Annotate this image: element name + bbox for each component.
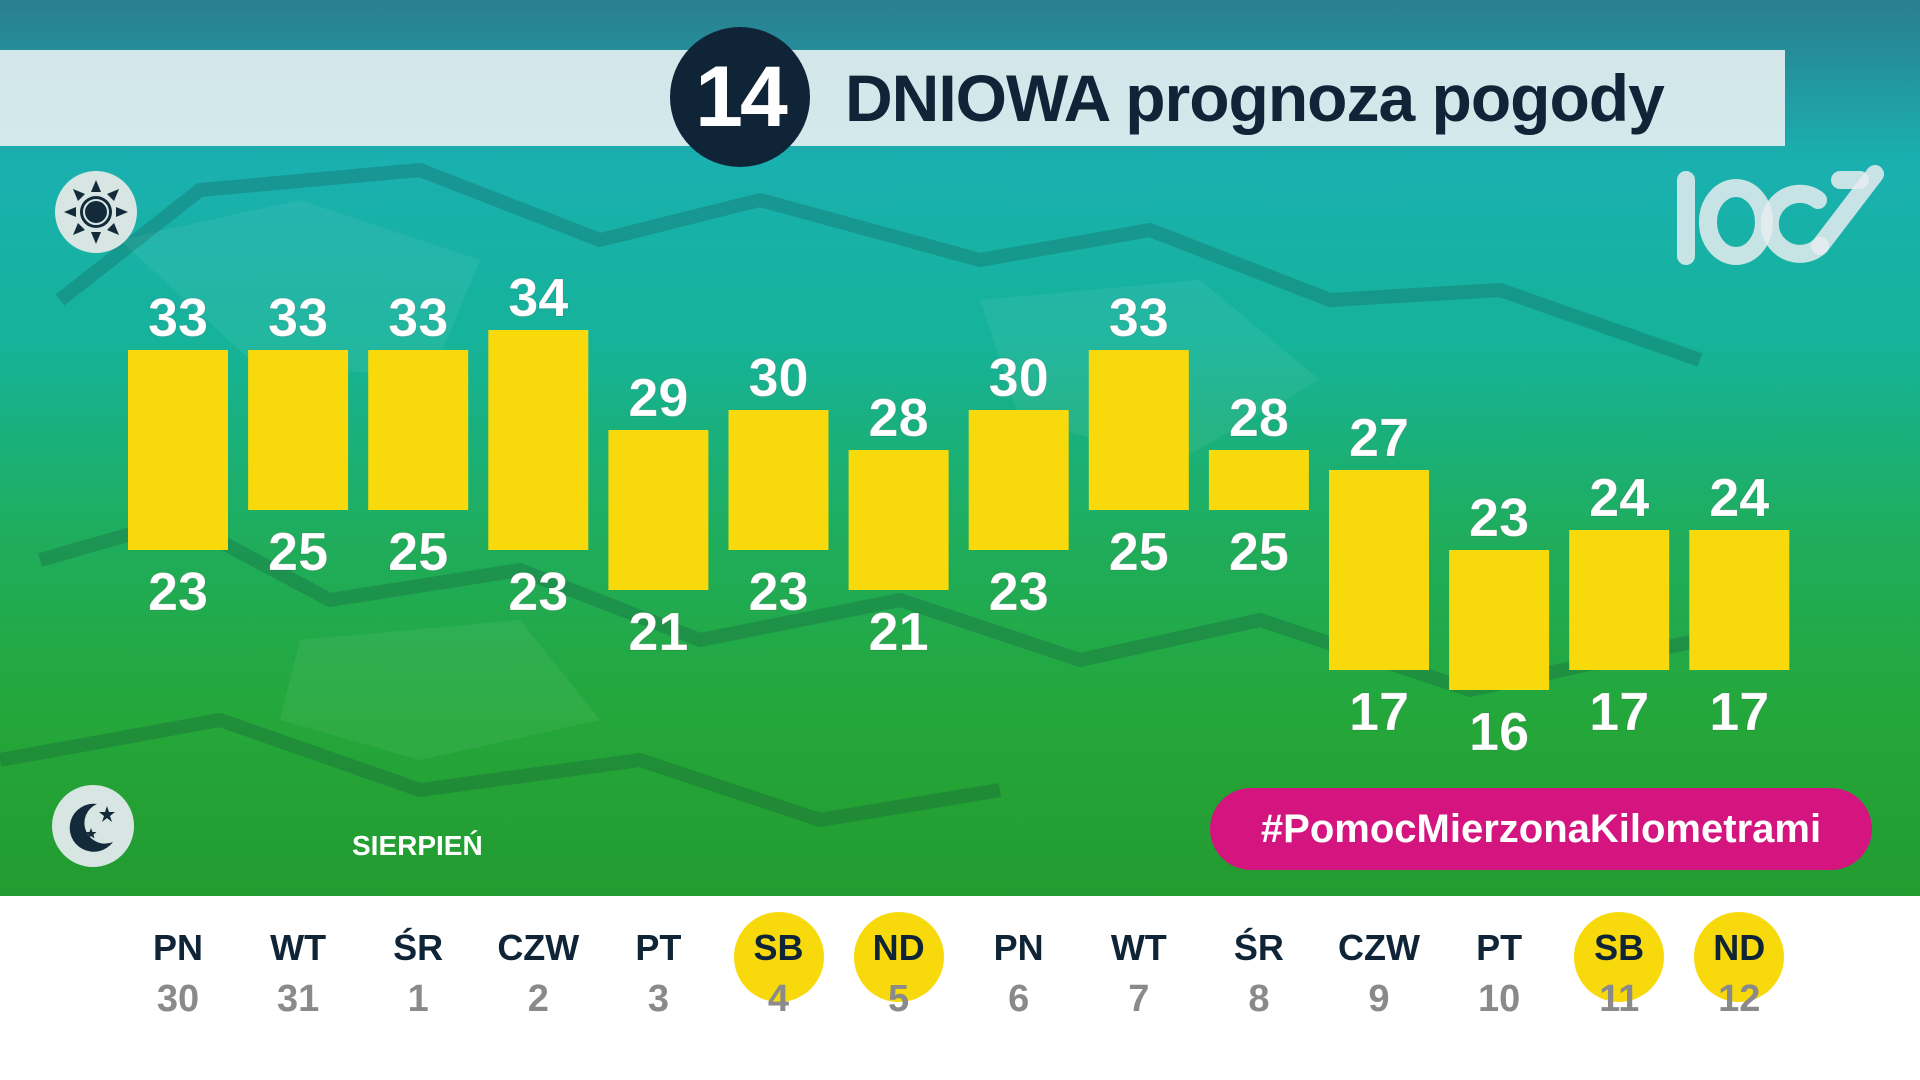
temp-range-bar <box>1569 530 1670 670</box>
day-of-week-label: PT <box>1476 927 1523 968</box>
min-temp-label: 25 <box>1229 522 1289 582</box>
min-temp-label: 25 <box>1109 522 1169 582</box>
weekend-highlight-circle <box>853 912 944 1002</box>
temp-range-bar <box>128 350 228 550</box>
day-of-week-label: ND <box>1713 927 1766 968</box>
weekend-highlight-circle <box>733 912 824 1002</box>
temp-range-bar <box>1689 530 1790 670</box>
day-of-month-label: 11 <box>1599 978 1640 1020</box>
min-temp-label: 17 <box>1709 682 1769 742</box>
day-of-month-label: 10 <box>1477 978 1521 1020</box>
max-temp-label: 28 <box>1229 388 1289 448</box>
day-column: WT 7 <box>1089 910 1189 1050</box>
date-strip: PN 30 WT 31 ŚR 1 CZW 2 PT 3 SB 4 ND 5 PN 6 WT 7 ŚR 8 CZW 9 PT 1… <box>0 896 1920 1080</box>
day-column: WT 31 <box>248 910 348 1050</box>
max-temp-label: 34 <box>508 268 568 328</box>
min-temp-label: 21 <box>869 602 929 662</box>
min-temp-label: 23 <box>748 562 808 622</box>
max-temp-label: 28 <box>869 388 929 448</box>
days-count-badge: 14 <box>670 27 810 167</box>
day-column: CZW 2 <box>488 910 588 1050</box>
day-of-month-label: 12 <box>1718 978 1761 1020</box>
100-logo <box>1677 165 1884 265</box>
min-temp-label: 25 <box>388 522 448 582</box>
day-column: CZW 9 <box>1329 910 1429 1050</box>
day-of-week-label: CZW <box>497 927 580 968</box>
day-of-month-label: 3 <box>647 978 669 1020</box>
max-temp-label: 24 <box>1589 468 1649 528</box>
day-of-week-label: ŚR <box>393 927 444 968</box>
day-column: ND 12 <box>1689 910 1789 1050</box>
day-of-month-label: 5 <box>888 978 910 1020</box>
weekend-highlight-circle <box>1694 912 1785 1002</box>
max-temp-label: 23 <box>1469 488 1529 548</box>
day-of-month-label: 1 <box>407 978 429 1020</box>
day-column: PT 10 <box>1449 910 1549 1050</box>
temp-range-bar <box>1449 550 1550 690</box>
weekend-highlight-circle <box>1574 912 1665 1002</box>
min-temp-label: 17 <box>1589 682 1649 742</box>
day-of-week-label: WT <box>1110 927 1167 968</box>
day-column: ND 5 <box>849 910 949 1050</box>
min-temp-label: 16 <box>1469 702 1529 762</box>
day-of-month-label: 9 <box>1368 978 1390 1020</box>
temp-range-bar <box>248 350 349 510</box>
day-of-week-label: ŚR <box>1233 927 1284 968</box>
min-temp-label: 23 <box>148 562 208 622</box>
day-of-week-label: PN <box>993 927 1044 968</box>
temp-range-bar <box>488 330 589 550</box>
sun-icon <box>55 171 137 253</box>
max-temp-label: 33 <box>388 288 448 348</box>
min-temp-label: 25 <box>268 522 328 582</box>
day-of-week-label: CZW <box>1338 927 1420 968</box>
min-temp-label: 23 <box>508 562 568 622</box>
max-temp-label: 29 <box>628 368 688 428</box>
temp-range-bar <box>368 350 469 510</box>
min-temp-label: 21 <box>628 602 688 662</box>
max-temp-label: 24 <box>1709 468 1769 528</box>
temp-range-bar <box>728 410 829 550</box>
day-of-month-label: 7 <box>1128 978 1150 1020</box>
max-temp-label: 33 <box>1109 288 1169 348</box>
temp-range-bar <box>1088 350 1189 510</box>
min-temp-label: 17 <box>1349 682 1409 742</box>
day-of-month-label: 6 <box>1008 978 1030 1020</box>
temp-range-bar <box>848 450 949 590</box>
day-of-week-label: WT <box>270 927 327 968</box>
temp-range-bar <box>608 430 709 590</box>
day-of-month-label: 30 <box>156 978 200 1020</box>
min-temp-label: 23 <box>989 562 1049 622</box>
max-temp-label: 33 <box>148 288 208 348</box>
month-label: SIERPIEŃ <box>352 830 483 861</box>
max-temp-label: 33 <box>268 288 328 348</box>
hashtag-badge: #PomocMierzonaKilometrami <box>1210 788 1872 870</box>
moon-stars-icon <box>52 785 134 867</box>
day-column: ŚR 1 <box>368 910 468 1050</box>
page-title: DNIOWA prognoza pogody <box>845 61 1665 135</box>
day-of-week-label: SB <box>1594 927 1645 968</box>
day-of-month-label: 2 <box>527 978 549 1020</box>
day-column: PN 30 <box>128 910 228 1050</box>
day-of-month-label: 8 <box>1248 978 1270 1020</box>
day-column: PT 3 <box>608 910 708 1050</box>
max-temp-label: 30 <box>748 348 808 408</box>
day-column: SB 11 <box>1569 910 1669 1050</box>
day-column: PN 6 <box>969 910 1069 1050</box>
temp-range-bar <box>1208 450 1309 510</box>
temperature-chart: 33 23 33 25 33 25 34 23 29 21 30 23 28 21 30 23 33 25 28 25… <box>128 268 1790 763</box>
max-temp-label: 30 <box>989 348 1049 408</box>
day-of-month-label: 31 <box>276 978 320 1020</box>
day-of-week-label: ND <box>872 927 925 968</box>
max-temp-label: 27 <box>1349 408 1409 468</box>
title-band <box>0 50 1785 146</box>
day-column: ŚR 8 <box>1209 910 1309 1050</box>
temp-range-bar <box>968 410 1069 550</box>
day-column: SB 4 <box>729 910 829 1050</box>
day-of-week-label: SB <box>753 927 804 968</box>
day-of-week-label: PN <box>152 927 203 968</box>
day-of-month-label: 4 <box>767 978 790 1020</box>
day-of-week-label: PT <box>635 927 682 968</box>
temp-range-bar <box>1329 470 1429 670</box>
